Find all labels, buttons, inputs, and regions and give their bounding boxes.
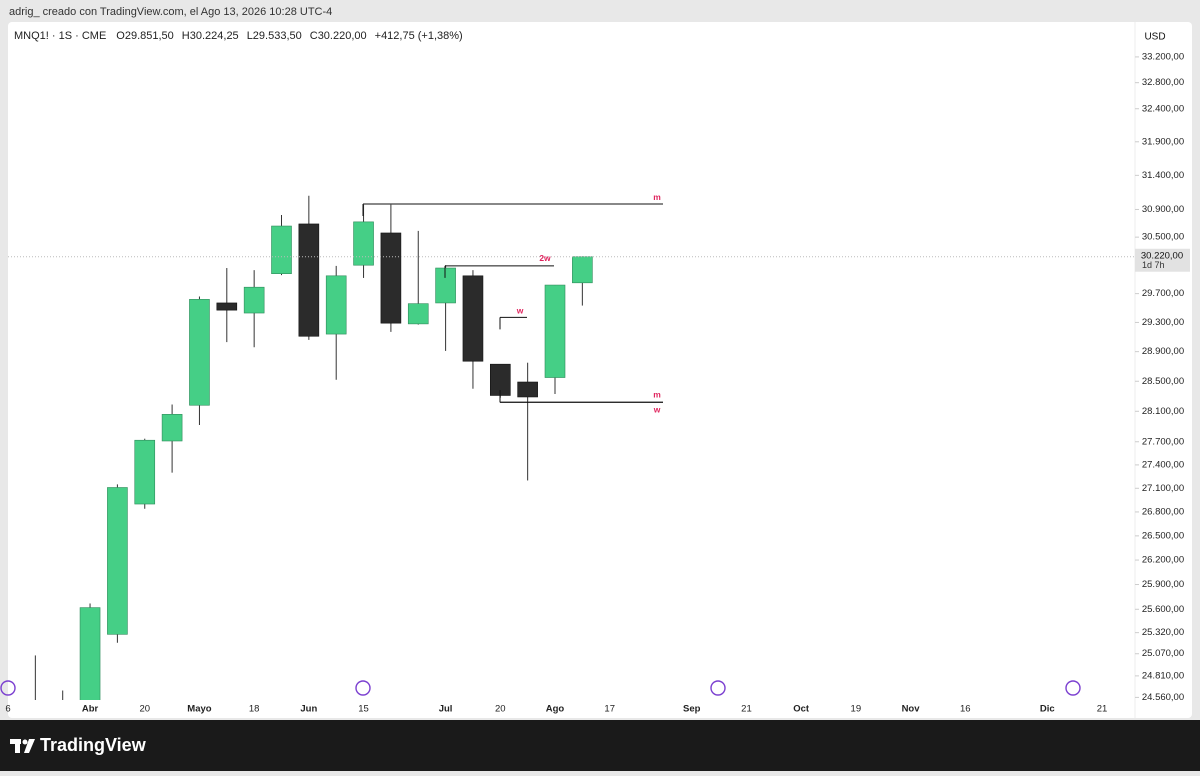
candle-body xyxy=(298,223,320,337)
candle-body xyxy=(517,381,538,398)
event-icons xyxy=(0,680,1081,696)
chart-area xyxy=(8,22,1192,718)
currency: USD xyxy=(1144,32,1165,43)
y-tick-label: 28.900,00 xyxy=(1142,346,1184,357)
countdown: 1d 7h xyxy=(1142,260,1165,270)
candle-body xyxy=(107,487,128,635)
brand: TradingView xyxy=(40,735,147,755)
y-tick-label: 25.070,00 xyxy=(1142,648,1184,659)
y-tick-label: 29.300,00 xyxy=(1142,317,1184,328)
x-tick-label: 20 xyxy=(139,704,150,715)
candle-body xyxy=(216,302,238,311)
candle-body xyxy=(79,607,101,700)
y-tick-label: 28.100,00 xyxy=(1142,406,1184,417)
legend-text: H30.224,25 xyxy=(182,30,239,42)
x-tick-label: 18 xyxy=(249,704,260,715)
legend-text: C30.220,00 xyxy=(310,30,367,42)
candle-body xyxy=(407,303,429,325)
y-tick-label: 27.400,00 xyxy=(1142,459,1184,470)
x-tick-label: Mayo xyxy=(187,704,211,715)
level-label: m xyxy=(653,389,661,399)
y-tick-label: 30.900,00 xyxy=(1142,204,1184,215)
y-tick-label: 25.320,00 xyxy=(1142,627,1184,638)
x-tick-label: 17 xyxy=(604,704,615,715)
x-tick-label: Abr xyxy=(82,704,99,715)
candle-body xyxy=(380,232,402,324)
y-tick-label: 26.800,00 xyxy=(1142,506,1184,517)
level-label: w xyxy=(653,404,661,414)
x-tick-label: 19 xyxy=(851,704,862,715)
x-tick-label: 20 xyxy=(495,704,506,715)
candle-body xyxy=(544,284,566,378)
y-tick-label: 31.900,00 xyxy=(1142,136,1184,147)
y-tick-label: 26.200,00 xyxy=(1142,555,1184,566)
legend-text: O29.851,50 xyxy=(116,30,174,42)
x-tick-label: 21 xyxy=(1097,704,1108,715)
legend-text: +412,75 (+1,38%) xyxy=(375,30,463,42)
level-label: 2w xyxy=(539,253,551,263)
y-tick-label: 27.700,00 xyxy=(1142,436,1184,447)
candle-body xyxy=(572,256,593,284)
legend-text: MNQ1! · 1S · CME xyxy=(14,30,106,42)
y-tick-label: 27.100,00 xyxy=(1142,483,1184,494)
y-tick-label: 24.810,00 xyxy=(1142,670,1184,681)
y-tick-label: 24.560,00 xyxy=(1142,692,1184,703)
bottom-bar xyxy=(0,720,1200,771)
level-label: w xyxy=(516,306,524,316)
x-tick-label: Jul xyxy=(439,704,453,715)
candle-body xyxy=(161,414,183,442)
y-tick-label: 32.400,00 xyxy=(1142,103,1184,114)
x-tick-label: Nov xyxy=(902,704,921,715)
candle-body xyxy=(353,221,374,266)
last-price-label: 30.220,00 xyxy=(1141,250,1183,261)
y-tick-label: 29.700,00 xyxy=(1142,288,1184,299)
x-tick-label: Sep xyxy=(683,704,701,715)
candle-body xyxy=(243,286,265,314)
x-tick-label: Oct xyxy=(793,704,810,715)
x-tick-label: 16 xyxy=(960,704,971,715)
y-tick-label: 31.400,00 xyxy=(1142,170,1184,181)
candle-body xyxy=(134,439,156,505)
y-tick-label: 28.500,00 xyxy=(1142,376,1184,387)
x-tick-label: Dic xyxy=(1040,704,1055,715)
candle-body xyxy=(435,267,456,304)
y-tick-label: 30.500,00 xyxy=(1142,232,1184,243)
last-price-box xyxy=(1135,248,1190,272)
x-tick-label: 21 xyxy=(741,704,752,715)
y-tick-label: 26.500,00 xyxy=(1142,530,1184,541)
legend-text: L29.533,50 xyxy=(247,30,302,42)
y-tick-label: 32.800,00 xyxy=(1142,77,1184,88)
level-label: m xyxy=(653,192,661,202)
y-tick-label: 25.600,00 xyxy=(1142,604,1184,615)
x-tick-label: 15 xyxy=(358,704,369,715)
y-tick-label: 33.200,00 xyxy=(1142,51,1184,62)
x-tick-label: Jun xyxy=(300,704,317,715)
logo xyxy=(10,739,35,753)
x-tick-label: Ago xyxy=(546,704,565,715)
credit: adrig_ creado con TradingView.com, el Ag… xyxy=(9,6,332,18)
candle-body xyxy=(462,275,484,362)
plot xyxy=(34,195,593,700)
candle-body xyxy=(189,299,210,406)
candle-body xyxy=(325,275,347,335)
x-tick-label: 6 xyxy=(5,704,10,715)
candle-body xyxy=(271,225,292,274)
top-bar xyxy=(0,0,1200,22)
y-tick-label: 25.900,00 xyxy=(1142,579,1184,590)
